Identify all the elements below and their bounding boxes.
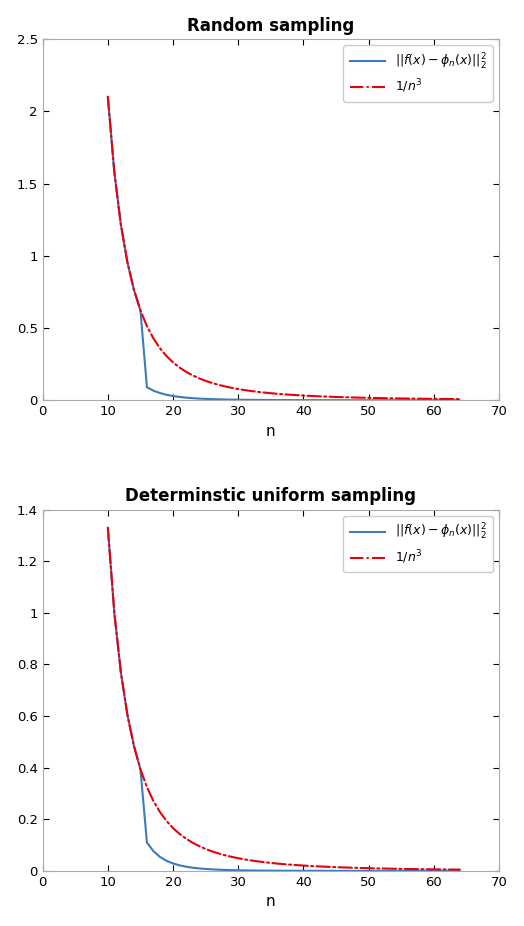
- Legend: $||f(x) - \phi_n(x)||_2^2$, $1/n^3$: $||f(x) - \phi_n(x)||_2^2$, $1/n^3$: [343, 45, 493, 102]
- X-axis label: n: n: [266, 895, 276, 909]
- Title: Determinstic uniform sampling: Determinstic uniform sampling: [125, 487, 416, 506]
- Title: Random sampling: Random sampling: [187, 17, 354, 34]
- Legend: $||f(x) - \phi_n(x)||_2^2$, $1/n^3$: $||f(x) - \phi_n(x)||_2^2$, $1/n^3$: [343, 516, 493, 572]
- X-axis label: n: n: [266, 424, 276, 439]
